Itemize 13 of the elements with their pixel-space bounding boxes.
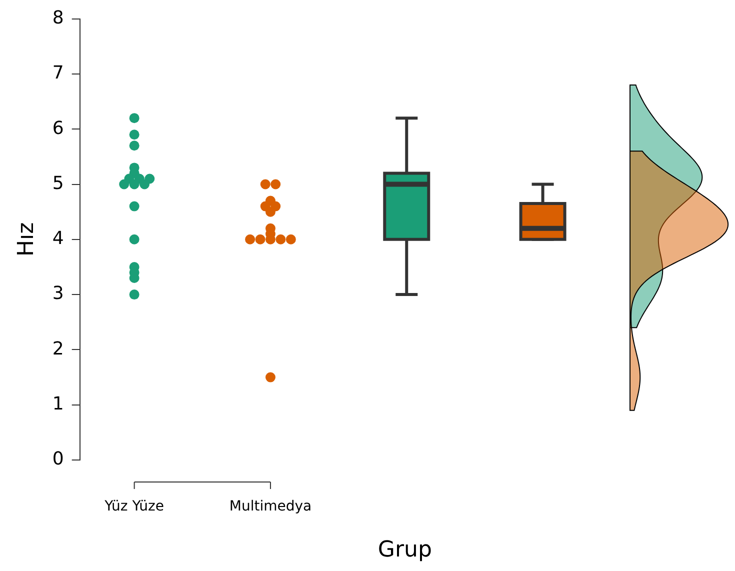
y-tick-label: 6 — [52, 118, 64, 139]
y-tick-label: 4 — [52, 228, 64, 250]
y-tick-label: 8 — [52, 7, 64, 28]
x-axis-title: Grup — [378, 538, 432, 563]
y-tick-label: 0 — [52, 448, 64, 470]
x-tick-label: Yüz Yüze — [104, 498, 164, 515]
y-tick-label: 7 — [52, 62, 64, 84]
y-tick-label: 1 — [52, 394, 64, 415]
y-tick-label: 2 — [52, 338, 64, 360]
y-axis-title: Hız — [14, 222, 39, 256]
y-tick-label: 3 — [52, 283, 64, 304]
y-tick-label: 5 — [52, 172, 64, 194]
x-tick-label: Multimedya — [229, 498, 312, 515]
